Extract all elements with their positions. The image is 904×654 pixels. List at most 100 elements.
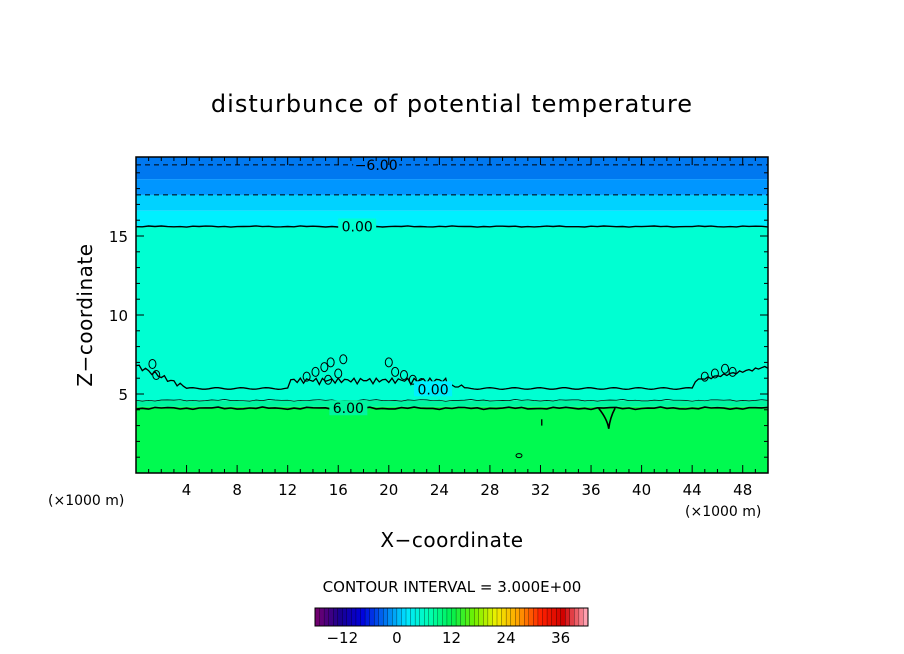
colorbar-cell-4 [333,607,339,627]
level-band-0 [136,406,768,473]
colorbar-cell-17 [392,607,398,627]
y-axis-label: Z−coordinate [73,243,97,386]
colorbar-cell-13 [373,607,380,627]
colorbar-cell-58 [578,607,584,627]
contour-label-3: 6.00 [333,401,364,417]
colorbar-cell-36 [478,607,484,627]
colorbar-frame [314,607,589,627]
contour-loop-9 [384,357,393,368]
contour-loop-5 [326,357,335,368]
contour-loop-17 [728,366,737,377]
contour-loop-8 [339,354,348,365]
colorbar-cell-15 [383,607,389,627]
colorbar-cell-20 [405,607,411,627]
colorbar-cell-37 [483,607,489,627]
x-tick-label-28: 28 [480,481,499,499]
colorbar-cell-46 [524,607,530,627]
level-band-3 [136,210,768,227]
contour-loop-0 [148,358,157,369]
y-axis-ticks: 5 10 15 [109,172,768,458]
x-tick-label-48: 48 [733,481,752,499]
colorbar-cell-11 [364,607,371,627]
colorbar-cell-5 [337,607,343,627]
contour-labels: −6.00 0.00 0.00 6.00 [329,156,453,417]
colorbar-cell-50 [542,607,548,627]
colorbar-cell-48 [533,607,539,627]
contour-label-1: 0.00 [342,220,373,236]
colorbar-cell-44 [515,607,521,627]
contour-label-bg-2 [414,381,453,397]
x-tick-label-20: 20 [379,481,398,499]
colorbar-cell-52 [551,607,557,627]
contour-loop-1 [152,370,161,381]
colorbar-cell-24 [424,607,430,627]
colorbar-cell-8 [351,607,357,627]
x-tick-label-8: 8 [232,481,242,499]
colorbar-cell-57 [574,607,580,627]
contour-label-bg-0 [353,156,400,172]
colorbar-cell-56 [569,607,575,627]
x-tick-label-40: 40 [632,481,651,499]
colorbar-cell-38 [487,607,493,627]
colorbar-cell-16 [387,607,393,627]
colorbar-cell-3 [328,607,334,627]
y-tick-label-5: 5 [118,386,128,404]
colorbar-tick-24: 24 [497,629,516,647]
contour-lines [136,164,768,459]
x-tick-label-36: 36 [581,481,600,499]
x-tick-label-44: 44 [683,481,702,499]
colorbar-cell-40 [496,607,502,627]
colorbar-cell-53 [556,607,562,627]
contour-loop-14 [700,371,709,382]
colorbar-tick--12: −12 [326,629,358,647]
colorbar-tick-12: 12 [442,629,461,647]
level-band-4 [136,194,768,211]
contour-line-6 [136,406,768,411]
colorbar-cell-42 [505,607,512,627]
x-tick-label-16: 16 [329,481,348,499]
colorbar-cell-35 [474,607,480,627]
level-band-6 [136,157,768,180]
colorbar-cell-9 [355,607,361,627]
contour-loop-2 [302,371,311,382]
colorbar-cell-34 [469,607,475,627]
colorbar-cell-1 [319,607,325,627]
contour-loop-low [515,453,523,459]
y-tick-label-10: 10 [109,307,128,325]
colorbar-cell-27 [437,607,443,627]
colorbar-cell-10 [360,607,366,627]
contour-label-bg-3 [329,400,368,416]
colorbar: −12 0 12 24 36 [314,607,589,647]
colorbar-cell-26 [433,607,439,627]
colorbar-cell-41 [501,607,507,627]
contour-label-bg-1 [338,218,377,234]
colorbar-cell-43 [510,607,516,627]
x-unit-label-left: (×1000 m) [48,493,124,509]
x-axis-ticks: 4 8 12 16 20 24 28 32 36 40 44 48 [148,157,756,499]
colorbar-cell-14 [378,607,384,627]
colorbar-cell-25 [428,607,434,627]
contour-label-2: 0.00 [417,382,448,398]
colorbar-cell-18 [396,607,402,627]
contour-loop-7 [324,374,333,385]
contour-loop-15 [710,368,719,379]
colorbar-cell-12 [369,607,375,627]
colorbar-cell-28 [442,607,448,627]
colorbar-cell-45 [519,607,525,627]
x-tick-label-32: 32 [531,481,550,499]
contour-loop-12 [408,374,417,385]
colorbar-cell-0 [314,607,320,627]
contour-loop-11 [399,370,408,381]
chart-title: disturbunce of potential temperature [211,90,693,118]
y-tick-label-15: 15 [109,228,128,246]
contour-loop-6 [334,368,343,379]
x-unit-label-right: (×1000 m) [685,504,761,520]
colorbar-cell-29 [446,607,452,627]
colorbar-cell-51 [546,607,553,627]
colorbar-cell-23 [419,607,425,627]
contour-loop-16 [721,363,730,374]
contour-line-zero-upper [136,225,768,228]
level-band-1 [136,400,768,407]
colorbar-cell-22 [414,607,421,627]
